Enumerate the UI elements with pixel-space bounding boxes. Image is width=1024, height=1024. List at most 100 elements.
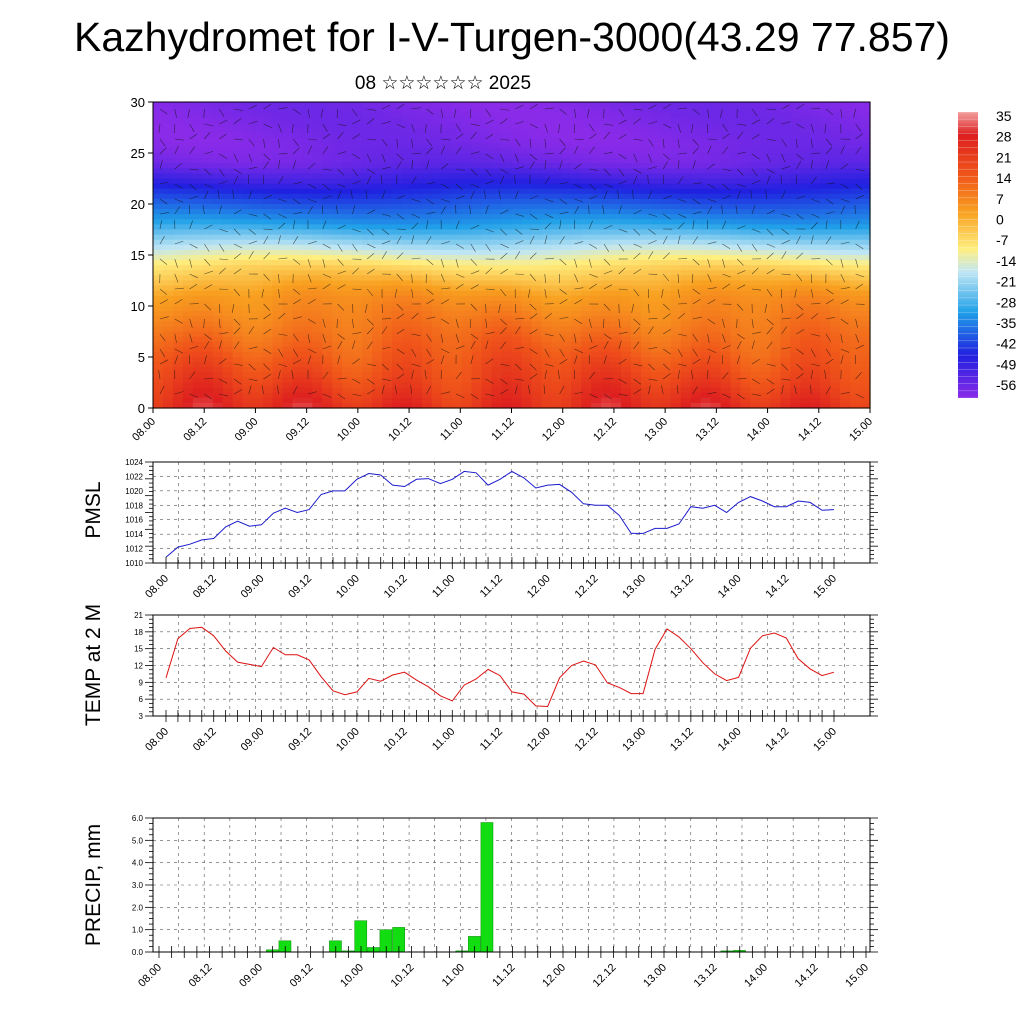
heatmap-cell bbox=[750, 214, 762, 220]
heatmap-cell bbox=[621, 255, 632, 261]
heatmap-cell bbox=[511, 142, 523, 149]
heatmap-cell bbox=[471, 362, 483, 368]
heatmap-cell bbox=[740, 275, 752, 282]
heatmap-cell bbox=[710, 300, 722, 307]
heatmap-cell bbox=[222, 367, 234, 373]
wind-vector bbox=[500, 341, 506, 350]
heatmap-cell bbox=[640, 387, 652, 394]
wind-vector bbox=[485, 332, 495, 335]
heatmap-cell bbox=[650, 107, 662, 113]
heatmap-cell bbox=[491, 387, 503, 394]
heatmap-cell bbox=[362, 255, 373, 261]
heatmap-cell bbox=[471, 249, 483, 256]
heatmap-cell bbox=[162, 392, 174, 399]
heatmap-cell bbox=[491, 112, 503, 118]
wind-vector bbox=[544, 257, 554, 260]
wind-vector bbox=[411, 153, 421, 155]
heatmap-cell bbox=[660, 147, 672, 154]
heatmap-cell bbox=[541, 147, 552, 154]
heatmap-cell bbox=[551, 285, 562, 292]
heatmap-cell bbox=[162, 193, 174, 200]
wind-vector bbox=[278, 348, 284, 357]
wind-vector bbox=[588, 333, 593, 343]
heatmap-cell bbox=[182, 158, 194, 164]
heatmap-cell bbox=[820, 280, 831, 287]
heatmap-cell bbox=[840, 122, 851, 129]
heatmap-cell bbox=[730, 392, 742, 399]
heatmap-cell bbox=[760, 372, 772, 378]
heatmap-cell bbox=[640, 107, 652, 113]
heatmap-cell bbox=[631, 183, 642, 190]
heatmap-cell bbox=[302, 117, 313, 123]
heatmap-cell bbox=[591, 392, 602, 399]
heatmap-cell bbox=[431, 382, 443, 389]
heatmap-cell bbox=[690, 357, 702, 363]
heatmap-cell bbox=[342, 362, 353, 368]
heatmap-cell bbox=[760, 107, 772, 113]
heatmap-cell bbox=[800, 255, 811, 261]
heatmap-cell bbox=[162, 158, 174, 164]
heatmap-cell bbox=[481, 336, 493, 343]
heatmap-cell bbox=[481, 392, 493, 399]
heatmap-cell bbox=[441, 331, 453, 338]
heatmap-cell bbox=[431, 321, 443, 327]
heatmap-cell bbox=[631, 117, 642, 123]
heatmap-cell bbox=[571, 137, 582, 144]
heatmap-cell bbox=[242, 112, 254, 118]
heatmap-cell bbox=[332, 336, 343, 343]
heatmap-cell bbox=[501, 336, 513, 343]
heatmap-cell bbox=[720, 275, 732, 282]
heatmap-cell bbox=[372, 209, 383, 215]
heatmap-cell bbox=[750, 270, 762, 276]
heatmap-cell bbox=[501, 178, 513, 185]
heatmap-cell bbox=[541, 158, 552, 164]
heatmap-cell bbox=[830, 234, 841, 241]
heatmap-cell bbox=[790, 153, 801, 159]
heatmap-cell bbox=[720, 341, 732, 348]
heatmap-cell bbox=[461, 387, 473, 394]
heatmap-cell bbox=[541, 173, 552, 180]
heatmap-cell bbox=[611, 377, 622, 384]
heatmap-cell bbox=[561, 127, 572, 134]
heatmap-cell bbox=[820, 270, 831, 276]
wind-vector bbox=[292, 147, 300, 155]
heatmap-cell bbox=[780, 260, 791, 266]
heatmap-cell bbox=[182, 402, 194, 409]
heatmap-cell bbox=[312, 316, 323, 322]
heatmap-cell bbox=[571, 224, 582, 231]
heatmap-cell bbox=[521, 336, 533, 343]
heatmap-cell bbox=[182, 397, 194, 404]
heatmap-cell bbox=[481, 137, 493, 144]
heatmap-cell bbox=[501, 142, 513, 149]
wind-vector bbox=[426, 198, 434, 205]
heatmap-cell bbox=[750, 290, 762, 297]
heatmap-cell bbox=[790, 321, 801, 327]
heatmap-cell bbox=[720, 122, 732, 129]
heatmap-cell bbox=[521, 362, 533, 368]
heatmap-cell bbox=[222, 168, 234, 174]
heatmap-cell bbox=[192, 377, 204, 384]
heatmap-cell bbox=[362, 229, 373, 236]
heatmap-cell bbox=[252, 260, 264, 266]
heatmap-cell bbox=[611, 295, 622, 302]
heatmap-cell bbox=[531, 367, 542, 373]
heatmap-cell bbox=[581, 275, 592, 282]
heatmap-cell bbox=[431, 244, 443, 251]
heatmap-cell bbox=[332, 387, 343, 394]
heatmap-cell bbox=[521, 214, 533, 220]
heatmap-cell bbox=[172, 132, 184, 139]
heatmap-cell bbox=[850, 127, 861, 134]
heatmap-cell bbox=[332, 265, 343, 271]
heatmap-cell bbox=[591, 122, 602, 129]
heatmap-cell bbox=[242, 132, 254, 139]
heatmap-cell bbox=[551, 137, 562, 144]
heatmap-cell bbox=[730, 290, 742, 297]
heatmap-cell bbox=[471, 239, 483, 246]
heatmap-cell bbox=[282, 132, 294, 139]
heatmap-cell bbox=[262, 163, 274, 169]
heatmap-cell bbox=[511, 168, 523, 174]
wind-vector bbox=[352, 205, 356, 215]
heatmap-cell bbox=[411, 122, 423, 129]
wind-vector bbox=[470, 258, 478, 266]
wind-vector bbox=[589, 133, 597, 140]
